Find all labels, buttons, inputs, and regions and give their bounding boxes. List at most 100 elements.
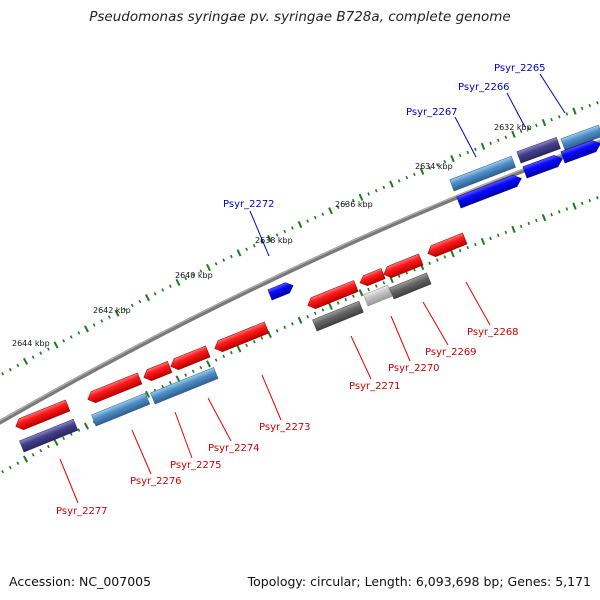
label-psyr-2274[interactable]: Psyr_2274 <box>208 443 260 454</box>
gene-psyr-2274[interactable] <box>169 345 211 372</box>
label-psyr-2273[interactable]: Psyr_2273 <box>259 422 311 433</box>
gene-psyr-2277-feature[interactable] <box>19 418 79 453</box>
tick-mark <box>450 250 455 258</box>
gene-psyr-2277[interactable] <box>14 399 71 432</box>
tick-mark <box>62 339 66 343</box>
gene-psyr-2267-feature[interactable] <box>449 155 516 192</box>
tick-mark <box>283 229 287 234</box>
tick-mark <box>541 213 547 222</box>
tick-mark <box>389 180 394 188</box>
tick-mark <box>336 301 340 305</box>
tick-mark <box>519 129 523 134</box>
tick-mark <box>413 172 416 177</box>
tick-mark <box>16 363 20 368</box>
tick-mark <box>480 237 486 246</box>
label-psyr-2268[interactable]: Psyr_2268 <box>467 327 519 338</box>
label-psyr-2277[interactable]: Psyr_2277 <box>56 506 108 517</box>
gene-psyr-2269-feature[interactable] <box>389 272 432 300</box>
tick-mark <box>511 225 516 233</box>
label-psyr-2266[interactable]: Psyr_2266 <box>458 82 510 93</box>
tick-mark <box>458 248 462 253</box>
gene-psyr-2268[interactable] <box>426 232 468 259</box>
tick-mark <box>321 212 325 216</box>
label-psyr-2270[interactable]: Psyr_2270 <box>388 363 440 374</box>
tick-mark <box>283 325 287 330</box>
gene-psyr-2276-feature[interactable] <box>91 392 151 427</box>
tick-mark <box>236 345 242 353</box>
gene-psyr-2272[interactable] <box>267 280 295 301</box>
gene-psyr-2265[interactable] <box>560 138 600 164</box>
tick-mark <box>175 278 181 287</box>
label-psyr-2276[interactable]: Psyr_2276 <box>130 476 182 487</box>
tick-mark <box>443 255 447 259</box>
tick-mark <box>367 192 370 196</box>
leader-psyr-2266 <box>506 92 526 128</box>
gene-psyr-2271[interactable] <box>306 280 359 311</box>
tick-mark <box>435 163 439 167</box>
label-psyr-2272[interactable]: Psyr_2272 <box>223 199 275 210</box>
tick-mark <box>321 308 325 312</box>
accession-text: Accession: NC_007005 <box>9 574 152 589</box>
tick-mark <box>588 198 592 203</box>
tick-mark <box>382 281 386 285</box>
leader-psyr-2272 <box>249 210 270 257</box>
label-psyr-2267[interactable]: Psyr_2267 <box>406 107 458 118</box>
tick-mark <box>77 428 81 432</box>
tick-mark <box>191 273 195 277</box>
reverse-gene-track <box>14 232 468 453</box>
tick-mark <box>31 355 35 359</box>
tick-mark <box>214 358 218 362</box>
tick-mark <box>504 135 508 139</box>
tick-mark <box>16 461 20 465</box>
gene-psyr-2269[interactable] <box>382 253 424 280</box>
tick-mark <box>138 299 142 304</box>
tick-mark <box>550 213 553 217</box>
tick-mark <box>405 175 409 180</box>
tick-mark <box>206 360 211 368</box>
tick-mark <box>297 220 303 229</box>
topology-text: Topology: circular; Length: 6,093,698 bp… <box>247 574 591 589</box>
tick-mark <box>419 167 425 175</box>
label-psyr-2269[interactable]: Psyr_2269 <box>425 347 477 358</box>
tick-mark <box>291 226 294 230</box>
tick-mark <box>245 343 248 348</box>
tick-mark <box>596 101 599 105</box>
leader-psyr-2267 <box>454 116 477 158</box>
gene-psyr-2270-feature[interactable] <box>363 284 393 307</box>
leader-psyr-2269 <box>422 301 449 346</box>
gene-psyr-2275-feature[interactable] <box>150 367 219 405</box>
tick-label-2632: 2632 kbp <box>494 123 532 132</box>
tick-mark <box>527 221 531 226</box>
tick-mark <box>92 323 96 327</box>
tick-mark <box>397 179 401 183</box>
tick-mark <box>557 210 561 214</box>
tick-mark <box>367 287 370 292</box>
gene-psyr-2276[interactable] <box>86 372 143 405</box>
tick-mark <box>222 258 226 262</box>
tick-mark <box>267 234 272 243</box>
tick-mark <box>184 373 188 377</box>
tick-mark <box>596 196 599 200</box>
label-psyr-2271[interactable]: Psyr_2271 <box>349 381 401 392</box>
tick-mark <box>245 247 248 251</box>
tick-mark <box>1 372 5 376</box>
tick-mark <box>260 336 264 340</box>
tick-mark <box>580 201 584 206</box>
leader-psyr-2270 <box>390 315 411 362</box>
tick-mark <box>374 284 378 288</box>
tick-mark <box>1 470 5 474</box>
label-psyr-2275[interactable]: Psyr_2275 <box>170 460 222 471</box>
gene-psyr-2266[interactable] <box>522 153 565 179</box>
gene-psyr-2273[interactable] <box>213 321 270 354</box>
tick-mark <box>275 329 279 333</box>
tick-mark <box>53 341 59 349</box>
gene-psyr-2266-feature[interactable] <box>516 137 561 164</box>
gene-psyr-2270[interactable] <box>358 268 386 288</box>
leader-psyr-2276 <box>131 429 152 475</box>
gene-psyr-2271-feature[interactable] <box>312 300 364 332</box>
label-psyr-2265[interactable]: Psyr_2265 <box>494 63 546 74</box>
tick-mark <box>527 126 531 131</box>
gene-psyr-2275[interactable] <box>142 361 173 383</box>
gene-psyr-2267[interactable] <box>456 173 524 209</box>
tick-mark <box>130 303 134 308</box>
